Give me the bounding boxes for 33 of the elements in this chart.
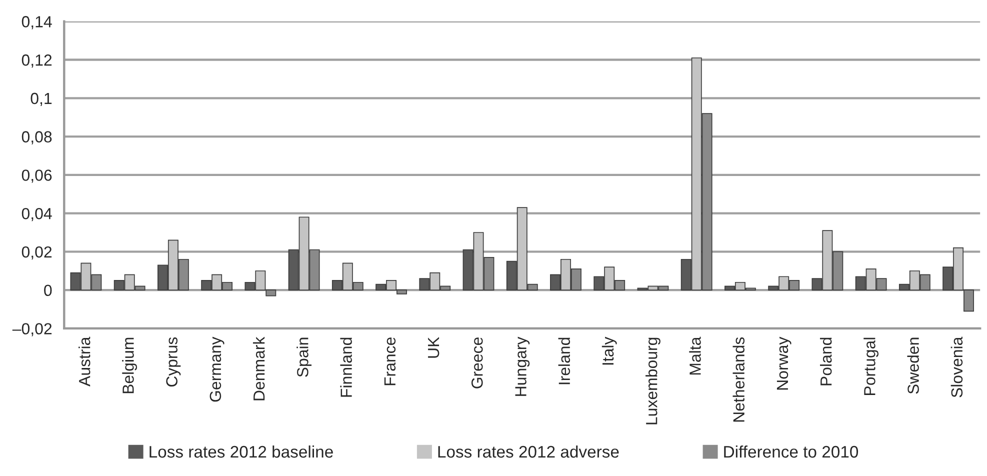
y-tick-label: 0,02 [22, 246, 52, 260]
x-tick-label: France [384, 337, 396, 386]
x-tick-label: Denmark [252, 336, 265, 400]
x-tick-label: Malta [689, 336, 701, 375]
legend-label: Loss rates 2012 adverse [438, 445, 619, 458]
x-tick-label: Spain [296, 338, 312, 377]
x-tick-label: Cyprus [166, 337, 181, 387]
x-tick-label: Greece [471, 337, 483, 388]
y-tick-label: 0,08 [22, 131, 52, 144]
x-tick-label: Poland [820, 338, 832, 386]
x-tick-label: Belgium [122, 338, 138, 394]
x-tick-label: Ireland [558, 338, 570, 384]
y-tick-label: –0,02 [12, 323, 52, 336]
x-tick-label: Slovenia [950, 336, 963, 398]
x-tick-label: Sweden [907, 338, 919, 394]
x-tick-label: Austria [78, 336, 90, 386]
y-tick-label: 0,1 [30, 92, 52, 106]
y-tick-label: 0 [44, 284, 52, 296]
y-tick-label: 0,14 [22, 16, 52, 30]
x-tick-label: Portugal [864, 338, 878, 395]
x-tick-label: Hungary [515, 336, 530, 396]
x-tick-label: Netherlands [732, 337, 744, 422]
x-tick-label: Italy [602, 336, 617, 365]
y-tick-label: 0,04 [22, 208, 52, 222]
legend-label: Difference to 2010 [724, 445, 858, 458]
x-tick-label: Norway [776, 336, 792, 390]
x-tick-label: Luxembourg [646, 338, 660, 424]
y-tick-label: 0,12 [22, 54, 52, 68]
y-tick-label: 0,06 [22, 170, 52, 183]
x-tick-label: Germany [210, 336, 224, 402]
legend-label: Loss rates 2012 baseline [150, 445, 333, 458]
x-tick-label: Finnland [340, 338, 352, 397]
x-tick-label: UK [428, 336, 440, 358]
